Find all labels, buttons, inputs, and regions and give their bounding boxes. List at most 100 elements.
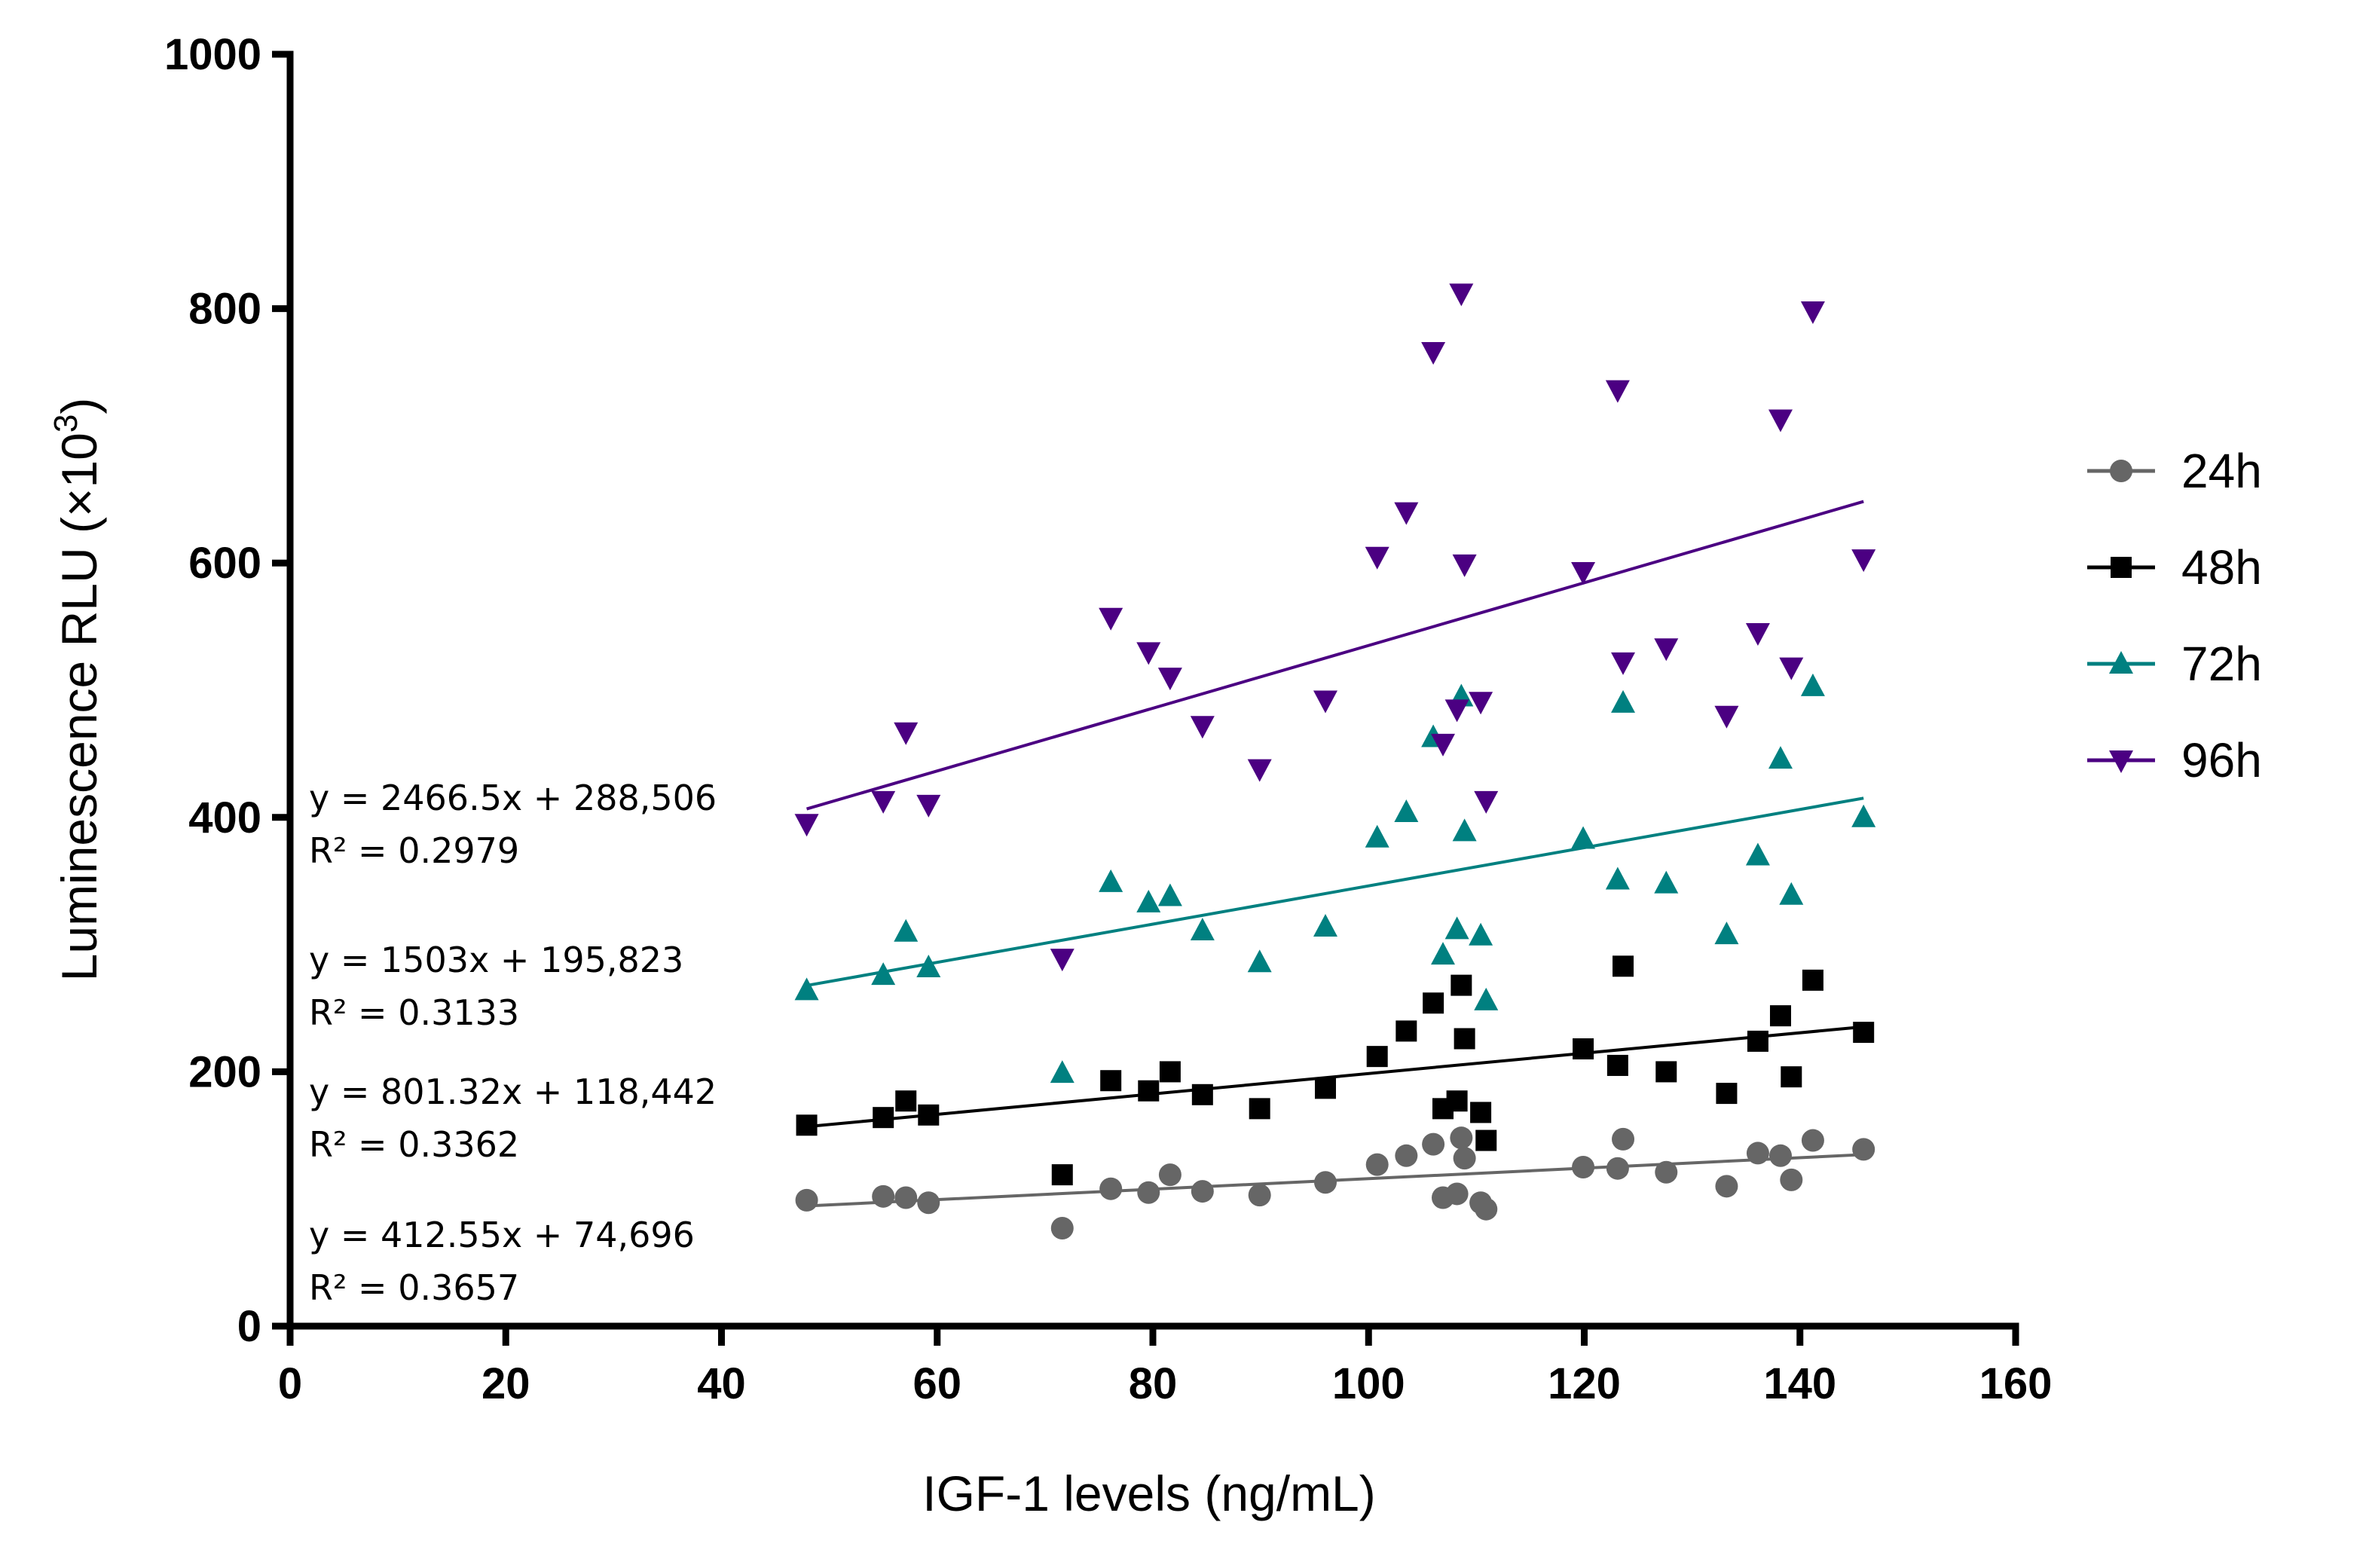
data-point-96h (1421, 341, 1446, 365)
data-point-24h (1453, 1147, 1476, 1170)
data-point-72h (1654, 870, 1679, 894)
data-point-48h (1138, 1080, 1160, 1102)
data-point-72h (1431, 942, 1456, 965)
data-point-24h (1801, 1129, 1824, 1152)
data-point-72h (1714, 922, 1739, 945)
y-tick-label: 800 (188, 285, 261, 334)
data-point-48h (1781, 1066, 1802, 1088)
data-point-24h (1158, 1163, 1182, 1187)
data-point-24h (1314, 1171, 1337, 1194)
data-point-72h (1800, 673, 1825, 696)
data-point-96h (1431, 733, 1456, 756)
data-point-96h (794, 814, 819, 837)
x-tick-label: 120 (1548, 1359, 1621, 1408)
data-point-48h (1802, 969, 1823, 991)
data-point-48h (1606, 1054, 1628, 1076)
data-point-24h (1422, 1132, 1445, 1156)
y-tick-label: 200 (188, 1047, 261, 1096)
data-point-72h (794, 977, 819, 1001)
data-point-24h (1445, 1182, 1469, 1206)
data-point-96h (1313, 690, 1337, 714)
regression-line-72h (806, 796, 1864, 987)
data-point-72h (1247, 949, 1272, 973)
data-point-48h (1451, 974, 1472, 996)
data-point-48h (1573, 1038, 1594, 1060)
r-squared-24h: R² = 0.3657 (309, 1267, 519, 1308)
data-point-48h (1454, 1028, 1475, 1050)
x-ticks: 0 20 40 60 80 100 120 140 160 (278, 1326, 2053, 1408)
data-point-72h (1745, 842, 1770, 866)
data-point-48h (1249, 1098, 1270, 1120)
data-point-72h (894, 918, 919, 942)
y-ticks: 0 200 400 600 800 1000 (164, 30, 290, 1351)
data-point-96h (1851, 549, 1876, 573)
x-axis-title: IGF-1 levels (ng/mL) (922, 1466, 1375, 1521)
x-tick-label: 160 (1979, 1359, 2053, 1408)
data-point-48h (1769, 1005, 1791, 1027)
y-axis-title: Luminescence RLU (×103) (47, 398, 107, 982)
data-point-24h (1572, 1156, 1595, 1178)
data-point-72h (1768, 746, 1793, 769)
data-point-48h (1423, 992, 1444, 1014)
data-point-96h (1800, 301, 1825, 324)
data-point-24h (1395, 1144, 1418, 1167)
data-point-72h (1469, 922, 1493, 946)
legend-label-24h: 24h (2181, 444, 2262, 498)
data-point-96h (1654, 638, 1679, 662)
regression-line-48h (806, 1025, 1864, 1129)
data-point-72h (1050, 1060, 1075, 1084)
data-point-48h (1655, 1061, 1677, 1083)
equation-72h: y = 1503x + 195,823 (309, 940, 683, 980)
data-point-72h (1571, 826, 1596, 849)
data-point-96h (916, 794, 941, 818)
data-point-24h (1137, 1181, 1160, 1204)
legend-label-72h: 72h (2181, 637, 2262, 691)
data-point-48h (1159, 1061, 1181, 1083)
data-point-48h (1395, 1020, 1417, 1042)
data-point-48h (1191, 1084, 1213, 1105)
data-point-24h (1191, 1180, 1214, 1203)
data-point-24h (1475, 1197, 1498, 1221)
data-point-24h (917, 1191, 940, 1215)
data-point-72h (1611, 689, 1636, 713)
data-point-72h (1779, 882, 1804, 905)
data-point-24h (1450, 1126, 1473, 1150)
x-tick-label: 40 (697, 1359, 746, 1408)
r-squared-96h: R² = 0.2979 (309, 830, 519, 871)
data-point-24h (1606, 1157, 1629, 1180)
data-point-24h (1365, 1153, 1389, 1176)
x-tick-label: 140 (1763, 1359, 1836, 1408)
data-point-24h (1768, 1144, 1792, 1167)
y-tick-label: 400 (188, 793, 261, 842)
data-point-96h (1779, 657, 1804, 680)
x-tick-label: 20 (481, 1359, 530, 1408)
data-point-24h (1852, 1138, 1875, 1161)
y-axis-title-end: ) (51, 398, 107, 414)
data-point-72h (1394, 799, 1419, 823)
data-point-96h (1157, 668, 1182, 691)
data-point-24h (1612, 1127, 1635, 1151)
data-points (794, 283, 1876, 1240)
legend-label-48h: 48h (2181, 540, 2262, 594)
y-axis-title-main: Luminescence RLU (×10 (51, 432, 107, 981)
data-point-72h (1444, 916, 1469, 940)
equation-24h: y = 412.55x + 74,696 (309, 1215, 695, 1255)
legend-marker-48h (2111, 557, 2132, 578)
data-point-72h (1851, 804, 1876, 827)
y-tick-label: 0 (237, 1302, 261, 1351)
y-tick-label: 1000 (164, 30, 261, 79)
data-point-96h (1449, 283, 1474, 307)
x-tick-label: 100 (1332, 1359, 1405, 1408)
data-point-96h (1611, 652, 1636, 675)
data-point-48h (1470, 1102, 1492, 1123)
data-point-72h (1605, 867, 1630, 890)
data-point-48h (1747, 1030, 1768, 1052)
data-point-72h (1136, 889, 1161, 912)
data-point-96h (1050, 949, 1075, 972)
data-point-24h (1715, 1175, 1738, 1198)
data-point-48h (1315, 1077, 1336, 1099)
data-point-96h (1247, 759, 1272, 782)
data-point-72h (1365, 824, 1389, 848)
data-point-48h (918, 1104, 940, 1126)
